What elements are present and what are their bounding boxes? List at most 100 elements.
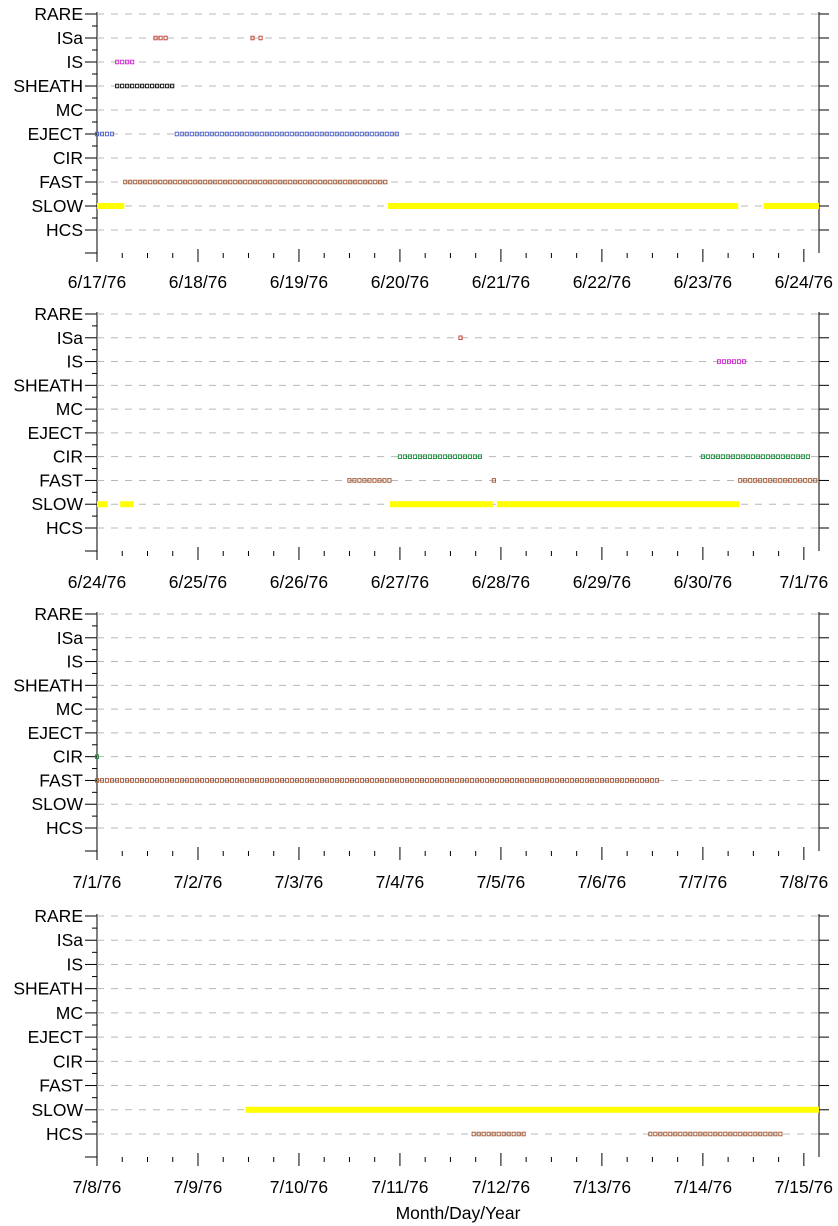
interval-marker — [459, 778, 465, 783]
slow-wind-bar — [763, 203, 819, 209]
interval-marker — [703, 1131, 708, 1137]
interval-marker — [808, 478, 813, 483]
interval-marker — [444, 778, 450, 783]
y-tick-label-rare: RARE — [34, 604, 83, 624]
interval-marker — [358, 179, 363, 185]
interval-marker — [447, 454, 452, 459]
interval-marker — [760, 454, 765, 459]
interval-marker — [279, 778, 285, 783]
interval-marker — [189, 131, 194, 137]
interval-marker — [298, 179, 303, 185]
interval-marker — [258, 179, 263, 185]
interval-marker — [384, 778, 390, 783]
interval-marker — [649, 778, 655, 783]
interval-marker — [344, 131, 349, 137]
interval-marker — [458, 335, 463, 341]
interval-marker — [338, 179, 343, 185]
interval-marker — [279, 131, 284, 137]
interval-marker — [805, 454, 810, 459]
x-tick-label: 7/1/76 — [780, 572, 829, 592]
interval-marker — [738, 1131, 743, 1137]
interval-marker — [274, 778, 280, 783]
y-tick-label-hcs: HCS — [46, 1124, 83, 1144]
x-tick-label: 7/15/76 — [775, 1177, 833, 1197]
interval-marker — [569, 778, 575, 783]
interval-marker — [634, 778, 640, 783]
interval-marker — [359, 131, 364, 137]
x-tick-label: 7/6/76 — [578, 872, 627, 892]
x-tick-label: 7/13/76 — [573, 1177, 631, 1197]
y-tick-label-slow: SLOW — [31, 1100, 83, 1120]
interval-marker — [457, 454, 462, 459]
interval-marker — [209, 778, 215, 783]
y-tick-label-hcs: HCS — [46, 518, 83, 538]
interval-marker — [160, 83, 165, 89]
interval-marker — [168, 179, 173, 185]
interval-marker — [209, 131, 214, 137]
interval-marker — [328, 179, 333, 185]
x-tick-label: 7/3/76 — [275, 872, 324, 892]
interval-marker — [214, 131, 219, 137]
interval-marker — [299, 778, 305, 783]
interval-marker — [194, 778, 200, 783]
interval-marker — [755, 454, 760, 459]
x-tick-label: 7/8/76 — [780, 872, 829, 892]
interval-marker — [183, 179, 188, 185]
interval-marker — [544, 778, 550, 783]
x-tick-label: 7/1/76 — [73, 872, 122, 892]
interval-marker — [369, 778, 375, 783]
interval-marker — [429, 778, 435, 783]
y-tick-label-cir: CIR — [53, 148, 83, 168]
interval-marker — [254, 778, 260, 783]
interval-marker — [159, 778, 165, 783]
interval-marker — [359, 778, 365, 783]
x-tick-label: 6/22/76 — [573, 272, 631, 292]
interval-marker — [716, 359, 722, 364]
interval-marker — [516, 1131, 521, 1137]
interval-marker — [559, 778, 565, 783]
interval-marker — [268, 179, 273, 185]
interval-marker — [554, 778, 560, 783]
series-is — [115, 59, 135, 65]
interval-marker — [394, 131, 399, 137]
interval-marker — [509, 778, 515, 783]
interval-marker — [173, 179, 178, 185]
interval-marker — [250, 35, 255, 41]
interval-marker — [120, 83, 125, 89]
y-tick-label-slow: SLOW — [31, 196, 83, 216]
interval-marker — [374, 131, 379, 137]
interval-marker — [347, 478, 352, 483]
interval-marker — [467, 454, 472, 459]
y-tick-label-eject: EJECT — [28, 1027, 84, 1047]
interval-marker — [203, 179, 208, 185]
interval-marker — [188, 179, 193, 185]
interval-marker — [374, 778, 380, 783]
x-tick-label: 6/20/76 — [371, 272, 429, 292]
interval-marker — [184, 131, 189, 137]
interval-marker — [334, 131, 339, 137]
interval-marker — [579, 778, 585, 783]
interval-marker — [139, 778, 145, 783]
interval-marker — [119, 778, 125, 783]
interval-marker — [614, 778, 620, 783]
chart-panel-4: RARE ISa IS SHEATH MC EJECT CIR FAST SLOW HCS 7/8/… — [13, 906, 833, 1223]
interval-marker — [464, 778, 470, 783]
interval-marker — [248, 179, 253, 185]
interval-marker — [730, 454, 735, 459]
interval-marker — [293, 179, 298, 185]
interval-marker — [594, 778, 600, 783]
interval-marker — [288, 179, 293, 185]
interval-marker — [648, 1131, 653, 1137]
interval-marker — [397, 454, 402, 459]
interval-marker — [748, 1131, 753, 1137]
interval-marker — [753, 1131, 758, 1137]
series-hcs — [471, 1131, 783, 1137]
interval-marker — [319, 778, 325, 783]
interval-marker — [584, 778, 590, 783]
interval-marker — [491, 478, 496, 483]
interval-marker — [153, 35, 158, 41]
interval-marker — [693, 1131, 698, 1137]
series-cir — [397, 454, 810, 459]
slow-wind-bar — [387, 203, 739, 209]
x-tick-label: 6/24/76 — [68, 572, 126, 592]
